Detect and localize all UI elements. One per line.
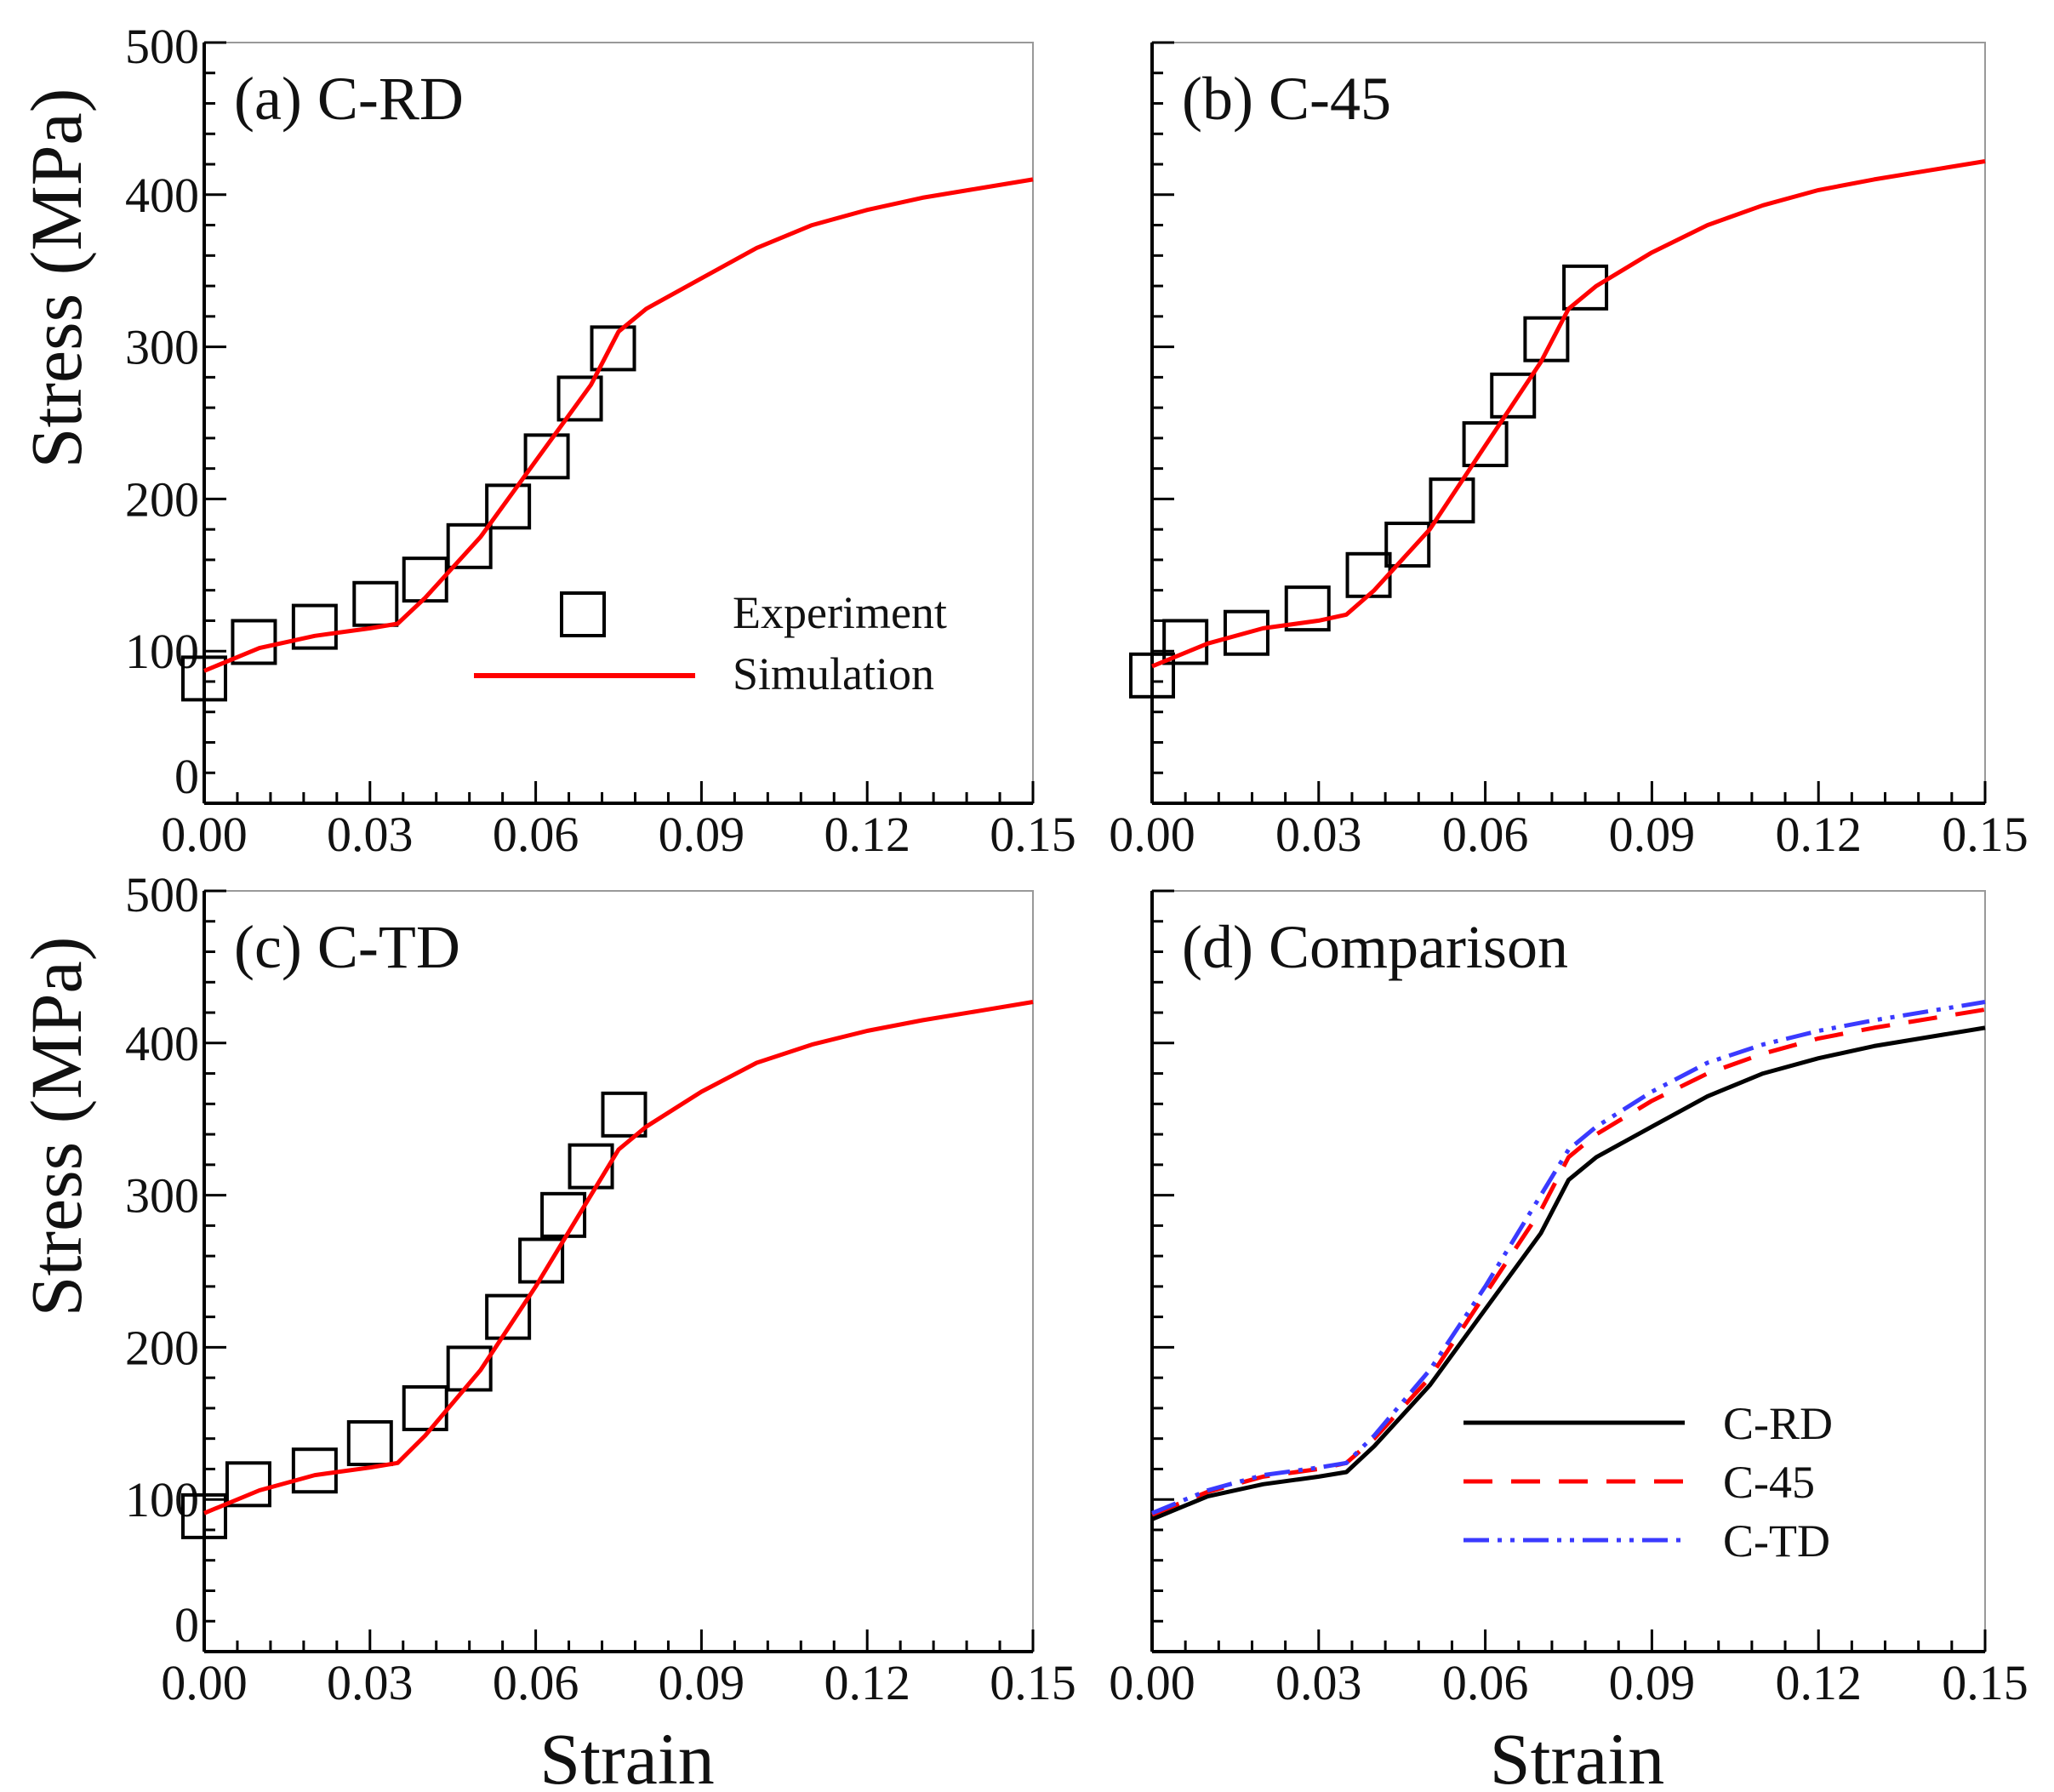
y-tick-label: 300 — [125, 320, 199, 375]
experiment-marker — [1429, 477, 1475, 524]
panel-title: (a) C-RD — [234, 65, 464, 133]
x-tick-label: 0.03 — [1275, 807, 1362, 862]
x-tick-label: 0.09 — [1609, 807, 1696, 862]
experiment-marker — [402, 1384, 448, 1431]
experiment-marker — [346, 1420, 393, 1467]
experiment-marker — [523, 433, 570, 480]
experiment-marker — [1384, 522, 1431, 568]
panel-title: (c) C-TD — [234, 913, 460, 981]
y-tick-label: 500 — [125, 19, 199, 74]
experiment-marker — [485, 483, 532, 530]
legend-label: C-45 — [1723, 1457, 1815, 1508]
experiment-marker — [291, 603, 338, 650]
experiment-marker — [1490, 372, 1537, 419]
x-tick-label: 0.00 — [1109, 807, 1195, 862]
experiment-marker — [568, 1143, 614, 1190]
legend-label: Experiment — [733, 587, 947, 638]
panel-b: 0.00 0.03 0.06 0.09 0.12 0.15 (b) C-45 — [1109, 41, 2028, 862]
x-tick-label: 0.12 — [824, 807, 910, 862]
series-line-c-rd — [1151, 1025, 1986, 1521]
experiment-marker — [556, 375, 603, 422]
y-axis-label: Stress (MPa) — [15, 937, 97, 1317]
y-tick-label: 200 — [125, 1320, 199, 1375]
series-line-c-45 — [1151, 1007, 1986, 1517]
series-line-simulation — [1151, 159, 1986, 669]
x-tick-label: 0.00 — [161, 1655, 248, 1710]
y-tick-label: 400 — [125, 1016, 199, 1071]
legend-label: C-TD — [1723, 1515, 1830, 1567]
y-tick-label: 300 — [125, 1168, 199, 1224]
experiment-marker — [1345, 551, 1392, 598]
experiment-marker — [291, 1447, 338, 1494]
y-tick-label: 0 — [174, 749, 199, 804]
x-tick-label: 0.12 — [824, 1655, 910, 1710]
x-tick-label: 0.06 — [1442, 807, 1529, 862]
experiment-marker — [590, 325, 636, 372]
x-tick-label: 0.15 — [1942, 807, 2028, 862]
series-line-c-td — [1151, 1000, 1986, 1515]
experiment-marker — [540, 1191, 587, 1238]
experiment-marker — [352, 580, 399, 627]
y-tick-label: 200 — [125, 471, 199, 527]
legend-label: Simulation — [733, 648, 934, 699]
x-tick-label: 0.15 — [990, 1655, 1076, 1710]
x-tick-label: 0.12 — [1775, 1655, 1862, 1710]
experiment-marker — [601, 1091, 648, 1138]
experiment-marker — [1129, 652, 1175, 699]
x-tick-label: 0.03 — [327, 1655, 414, 1710]
y-tick-label: 400 — [125, 168, 199, 223]
x-axis-label: Strain — [539, 1718, 714, 1792]
experiment-marker — [1223, 609, 1269, 656]
x-tick-label: 0.09 — [659, 807, 745, 862]
panel-a: 0.00 0.03 0.06 0.09 0.12 0.15 0 100 200 300 400 500… — [15, 19, 1076, 862]
experiment-marker — [1523, 316, 1570, 362]
experiment-marker — [485, 1293, 532, 1340]
y-tick-label: 100 — [125, 624, 199, 679]
experiment-marker — [1562, 264, 1609, 311]
experiment-marker — [225, 1461, 271, 1508]
x-tick-label: 0.06 — [1442, 1655, 1529, 1710]
x-tick-label: 0.12 — [1775, 807, 1862, 862]
experiment-marker — [1462, 421, 1509, 468]
series-line-simulation — [203, 177, 1034, 673]
plot-frame — [203, 890, 1034, 1652]
x-tick-label: 0.00 — [1109, 1655, 1195, 1710]
legend-experiment-marker — [560, 591, 606, 637]
experiment-marker — [181, 655, 227, 702]
experiment-marker — [518, 1237, 565, 1284]
experiment-marker — [402, 556, 448, 603]
y-tick-label: 100 — [125, 1472, 199, 1527]
x-tick-label: 0.06 — [493, 807, 579, 862]
x-tick-label: 0.06 — [493, 1655, 579, 1710]
x-axis-label: Strain — [1490, 1718, 1664, 1792]
experiment-marker — [446, 1345, 493, 1392]
plot-frame — [1151, 42, 1986, 804]
legend-label: C-RD — [1723, 1398, 1833, 1449]
experiment-marker — [1284, 585, 1331, 632]
series-line-simulation — [203, 1000, 1034, 1515]
panel-d: 0.00 0.03 0.06 0.09 0.12 0.15 (d) Comparison St… — [1109, 889, 2028, 1792]
plot-frame — [1151, 890, 1986, 1652]
experiment-marker — [181, 1492, 227, 1539]
panel-title: (d) Comparison — [1182, 913, 1568, 981]
experiment-marker — [231, 619, 277, 665]
x-tick-label: 0.03 — [1275, 1655, 1362, 1710]
y-tick-label: 500 — [125, 867, 199, 922]
panel-c: 0.00 0.03 0.06 0.09 0.12 0.15 0 100 200 300 400 500… — [15, 867, 1076, 1792]
y-axis-label: Stress (MPa) — [15, 88, 97, 469]
x-tick-label: 0.00 — [161, 807, 248, 862]
y-tick-label: 0 — [174, 1597, 199, 1652]
experiment-marker — [446, 522, 493, 569]
x-tick-label: 0.15 — [1942, 1655, 2028, 1710]
panel-title: (b) C-45 — [1182, 65, 1391, 133]
x-tick-label: 0.09 — [659, 1655, 745, 1710]
x-tick-label: 0.15 — [990, 807, 1076, 862]
x-tick-label: 0.03 — [327, 807, 414, 862]
x-tick-label: 0.09 — [1609, 1655, 1696, 1710]
